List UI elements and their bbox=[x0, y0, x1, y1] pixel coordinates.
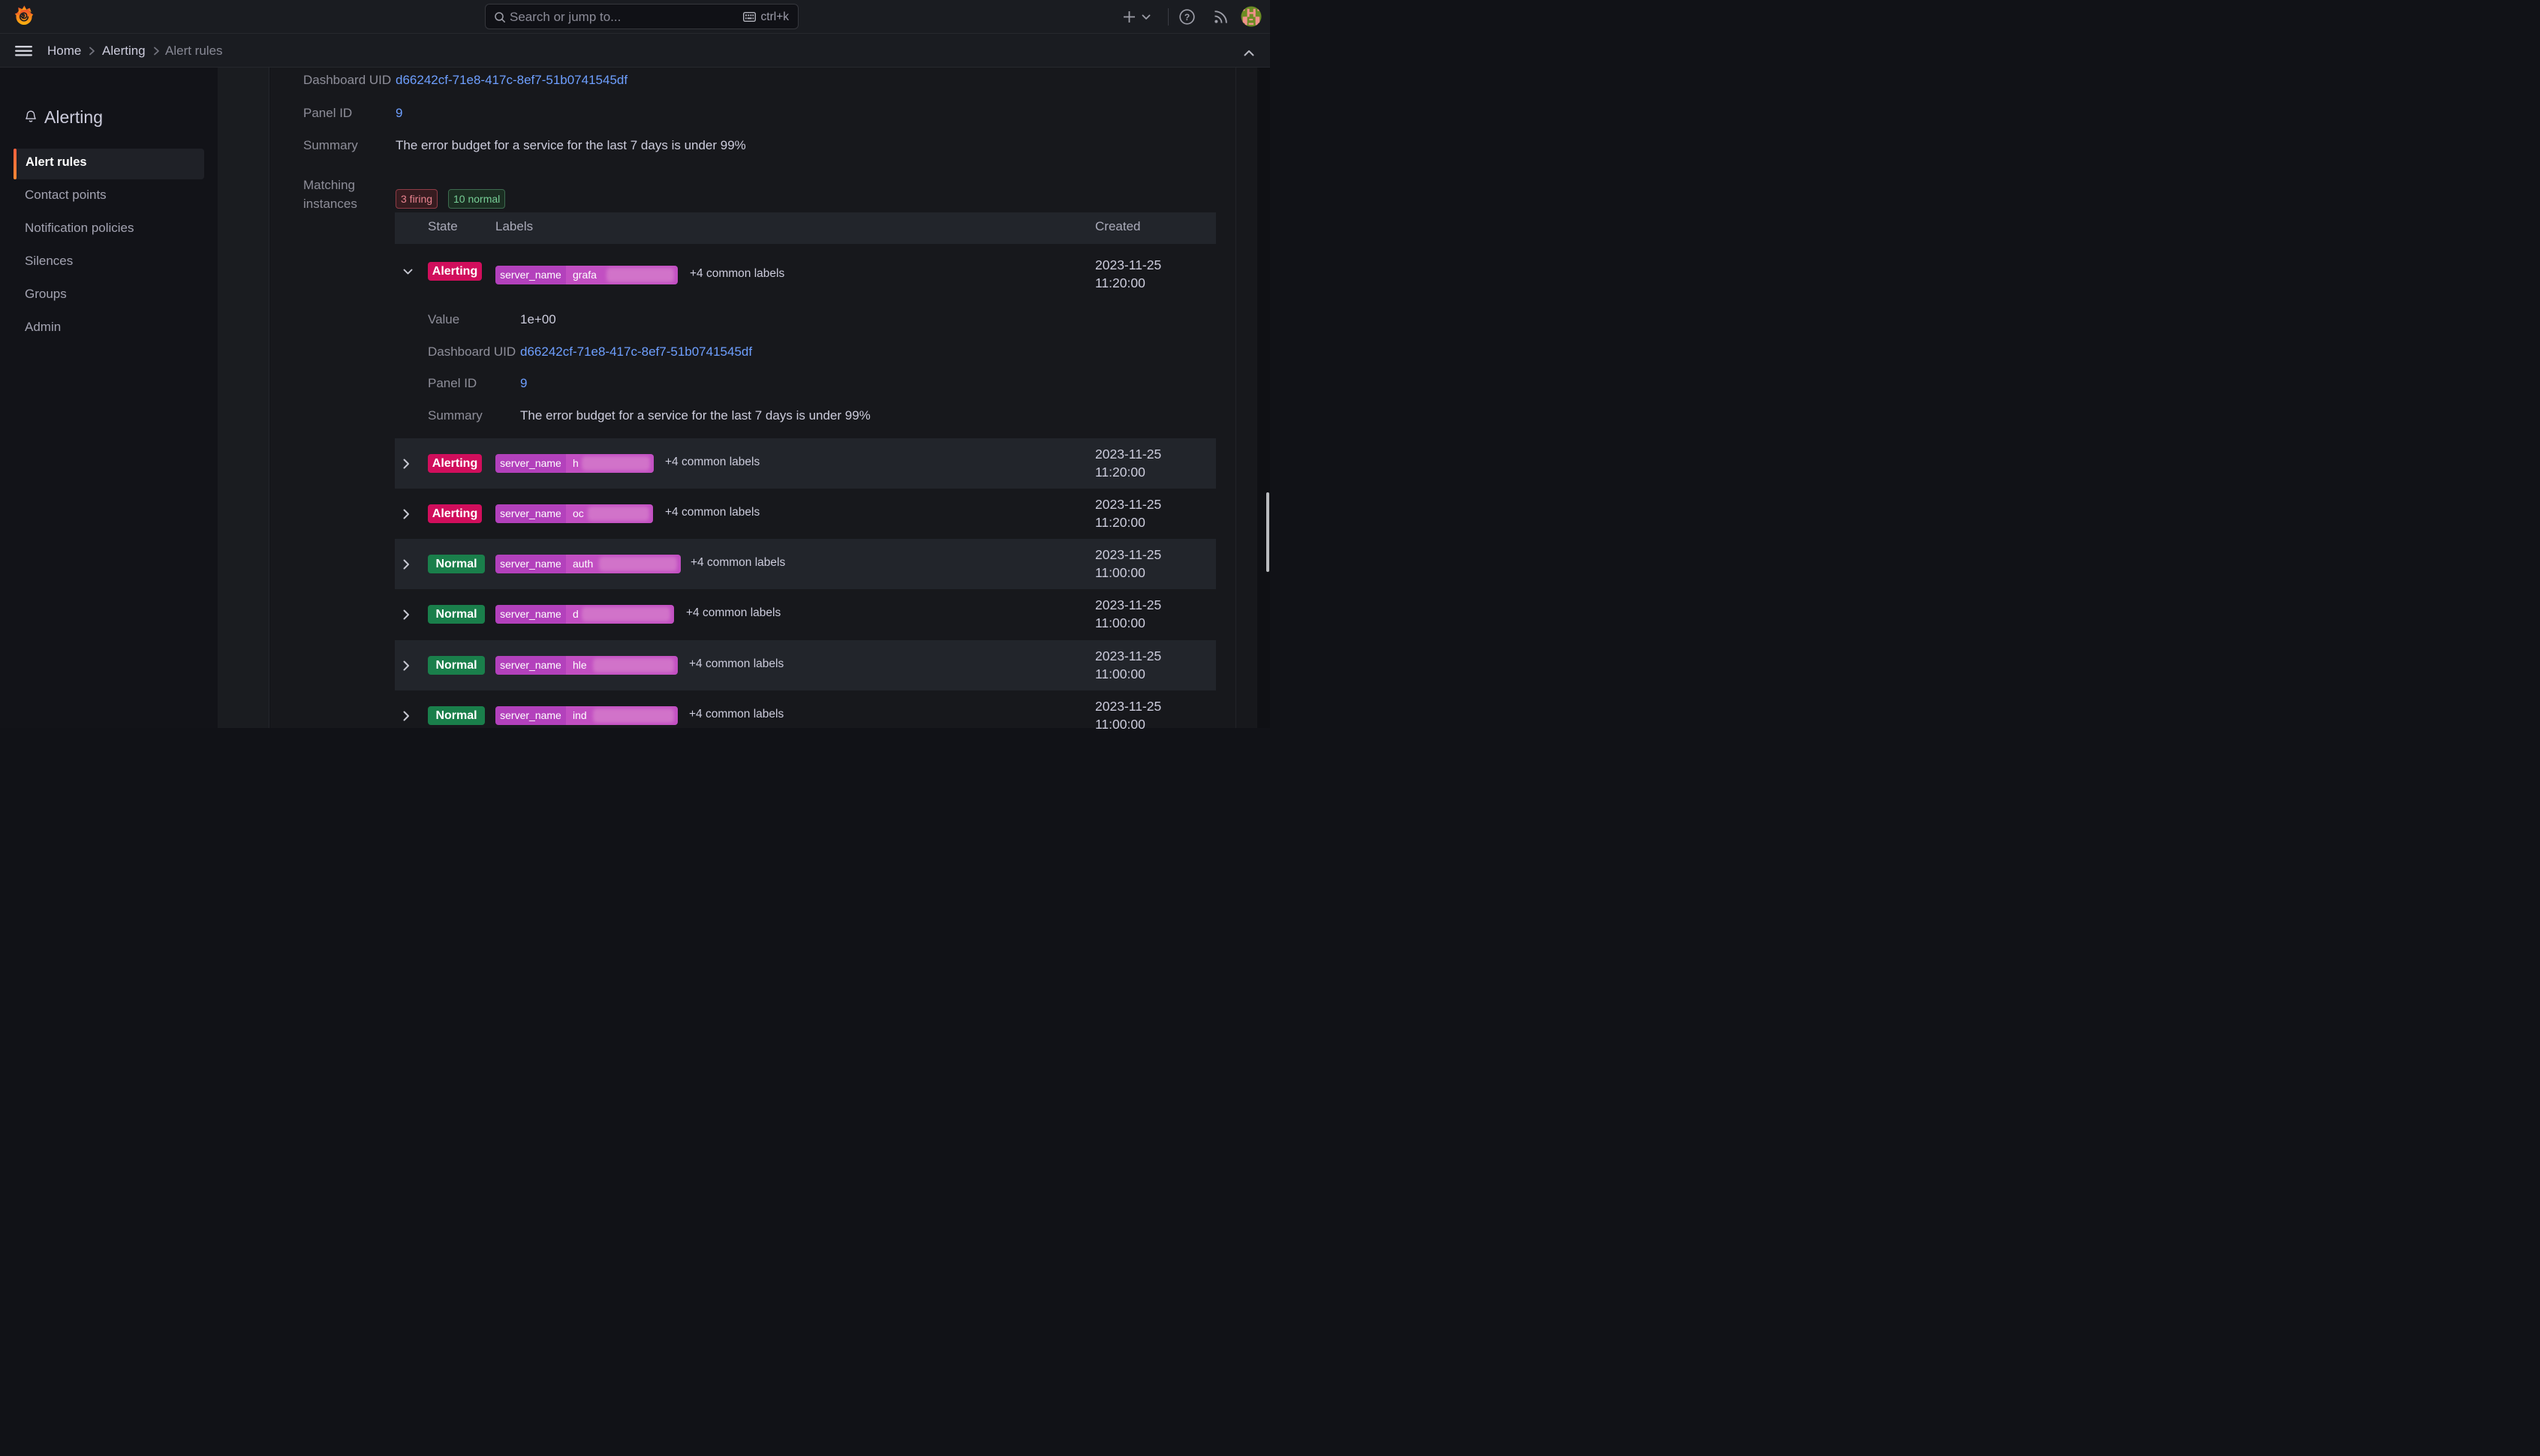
svg-text:?: ? bbox=[1184, 12, 1190, 23]
